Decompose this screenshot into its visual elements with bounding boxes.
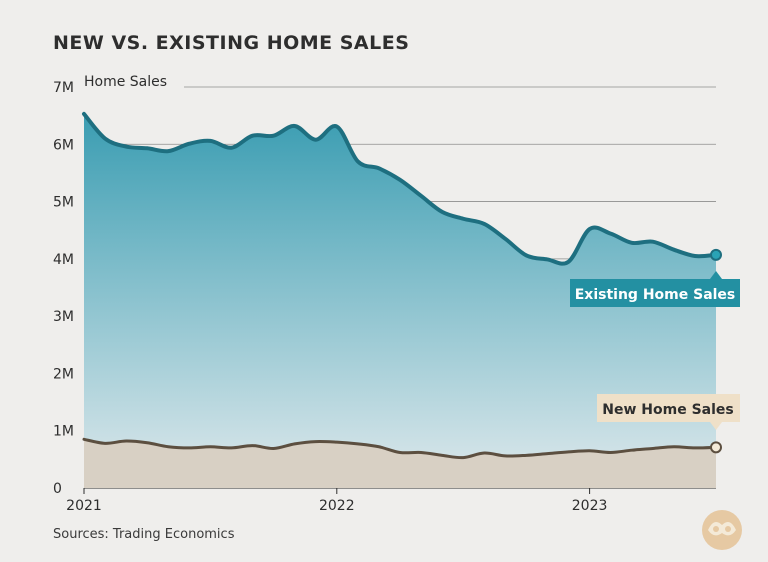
y-tick-label: 0 <box>53 481 62 497</box>
existing-label-text: Existing Home Sales <box>575 287 736 303</box>
series-labels: Existing Home Sales New Home Sales <box>570 271 740 430</box>
y-tick-label: 2M <box>53 366 74 382</box>
y-tick-label: 6M <box>53 137 74 153</box>
new-label-text: New Home Sales <box>602 402 733 418</box>
x-tick-label: 2023 <box>572 498 608 514</box>
existing-home-sales-area <box>84 113 716 488</box>
x-tick-label: 2021 <box>66 498 102 514</box>
existing-home-sales-line <box>82 111 718 266</box>
x-axis: 2021 2022 2023 <box>66 488 607 514</box>
brand-logo-icon <box>702 510 742 550</box>
new-home-sales-line <box>82 437 718 460</box>
y-tick-label: 5M <box>53 195 74 211</box>
new-home-sales-point <box>710 441 722 454</box>
existing-home-sales-series <box>82 111 722 488</box>
new-home-sales-label: New Home Sales <box>597 394 740 430</box>
existing-label-box <box>570 271 740 307</box>
existing-home-sales-label: Existing Home Sales <box>570 271 740 307</box>
new-label-box <box>597 394 740 430</box>
chart-title: NEW VS. EXISTING HOME SALES <box>53 32 410 54</box>
x-tick-label: 2022 <box>319 498 355 514</box>
y-axis-unit-label: Home Sales <box>84 74 167 90</box>
y-axis: 0 1M 2M 3M 4M 5M 6M 7M <box>53 80 74 497</box>
new-home-sales-series <box>82 437 722 488</box>
existing-home-sales-point <box>710 248 722 261</box>
y-tick-label: 4M <box>53 252 74 268</box>
y-tick-label: 7M <box>53 80 74 96</box>
new-home-sales-area <box>84 439 716 488</box>
source-note: Sources: Trading Economics <box>53 527 235 542</box>
y-tick-label: 3M <box>53 309 74 325</box>
y-tick-label: 1M <box>53 424 74 440</box>
